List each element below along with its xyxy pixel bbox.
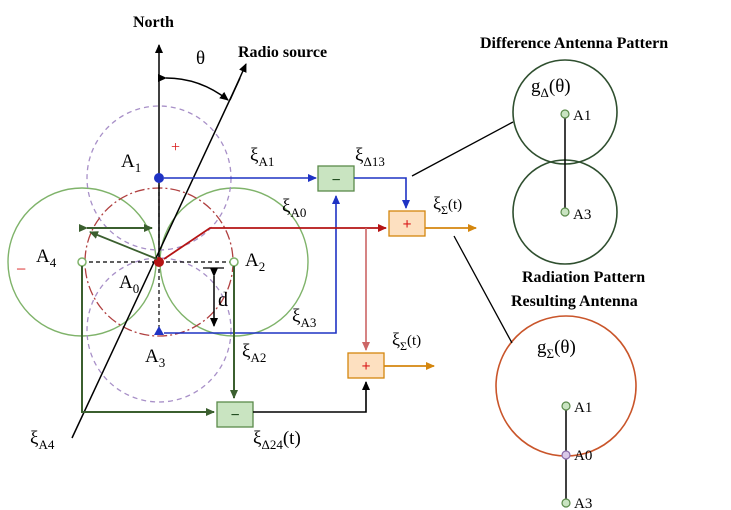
antenna-a4-label: A4 <box>36 246 57 270</box>
a0-a4-diagonal <box>89 231 158 260</box>
signal-a0-line <box>163 224 387 260</box>
a4-minus-mark: − <box>16 259 26 279</box>
radiation-pattern-a3-dot <box>561 498 571 508</box>
radiation-pattern-a0-dot <box>561 450 571 460</box>
radio-source-pointer <box>229 63 247 101</box>
radiation-pattern-title-line2: Resulting Antenna <box>511 293 638 310</box>
difference-box-13 <box>317 165 355 192</box>
difference-pattern-a1-label: A1 <box>573 108 591 124</box>
sum-bottom-output-label: ξΣ(t) <box>392 329 421 353</box>
difference-box-24-sign: − <box>230 407 239 424</box>
antenna-a4-dot <box>77 257 87 267</box>
signal-a1-label: ξA1 <box>250 145 274 169</box>
distance-d-label: d <box>218 289 228 311</box>
signal-a3-label: ξA3 <box>292 306 316 330</box>
antenna-a3-label: A3 <box>145 346 165 370</box>
radiation-pattern-a0-label: A0 <box>574 448 592 464</box>
radio-source-label: Radio source <box>238 44 327 61</box>
radiation-pattern-g-label: gΣ(θ) <box>537 337 576 361</box>
radiation-pattern-title-line1: Radiation Pattern <box>522 269 645 286</box>
sum-top-output-label: ξΣ(t) <box>433 193 462 217</box>
north-label: North <box>133 14 174 31</box>
difference-pattern-a3-dot <box>560 207 570 217</box>
radiation-pattern-a3-label: A3 <box>574 496 592 510</box>
difference-pattern-connector <box>411 121 514 177</box>
signal-a4-label: ξA4 <box>30 428 55 452</box>
antenna-a0-label: A0 <box>119 272 139 296</box>
a1-plus-mark: + <box>171 139 180 156</box>
antenna-a2-dot <box>229 257 239 267</box>
signal-a0-label: ξA0 <box>282 196 306 220</box>
signal-a2-label: ξA2 <box>242 341 266 365</box>
radiation-pattern-connector <box>453 235 513 344</box>
difference-pattern-title: Difference Antenna Pattern <box>480 35 668 52</box>
sum-box-bottom-sign: + <box>361 358 370 375</box>
signal-a4-line <box>81 266 215 416</box>
difference-box-24 <box>216 401 254 428</box>
radiation-pattern-a1-label: A1 <box>574 400 592 416</box>
d13-to-sum-line <box>354 177 410 209</box>
sum-box-top <box>388 210 426 237</box>
difference-pattern-a3-label: A3 <box>573 207 591 223</box>
signal-d24-label: ξΔ24(t) <box>253 428 301 452</box>
radiation-pattern-a1-dot <box>561 401 571 411</box>
antenna-a1-dot <box>154 173 164 183</box>
difference-pattern-a1-dot <box>560 109 570 119</box>
antenna-a2-label: A2 <box>245 250 265 274</box>
theta-arc <box>157 73 229 101</box>
d24-to-sum-line <box>253 381 370 413</box>
signal-d13-label: ξΔ13 <box>355 145 385 169</box>
sum-box-top-sign: + <box>402 216 411 233</box>
difference-box-13-sign: − <box>331 172 340 189</box>
theta-label: θ <box>196 48 205 69</box>
difference-pattern-g-label: gΔ(θ) <box>531 76 571 100</box>
signal-a3-line <box>164 195 340 334</box>
a3-pattern-circle <box>86 257 232 403</box>
antenna-a1-label: A1 <box>121 151 141 175</box>
antenna-a3-dot <box>154 326 164 335</box>
sum-box-bottom <box>347 352 385 379</box>
